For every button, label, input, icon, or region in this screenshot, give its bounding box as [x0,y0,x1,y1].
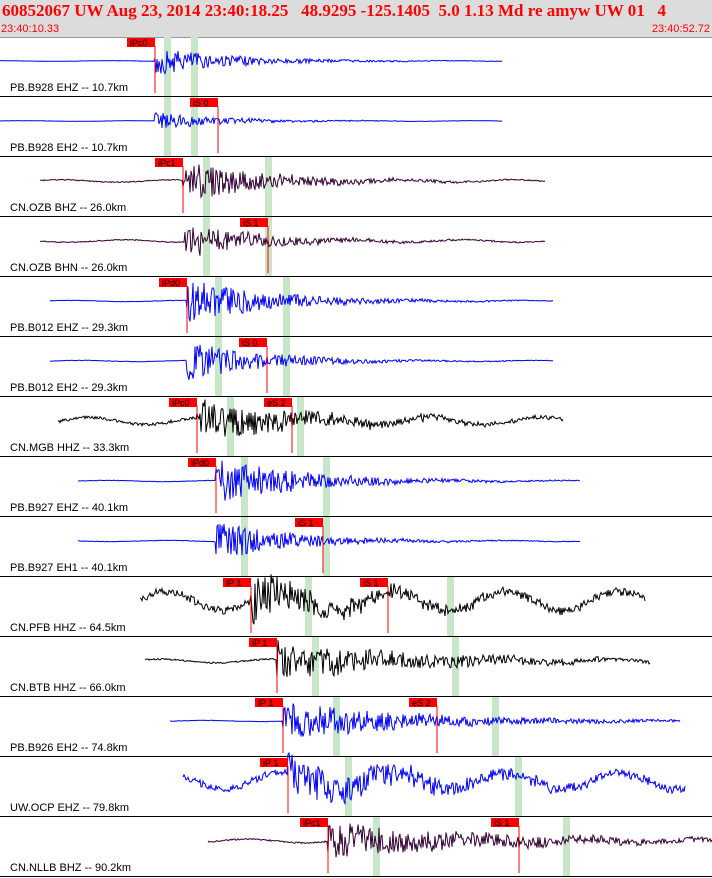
pick-flag [360,578,388,587]
station-label: CN.PFB HHZ -- 64.5km [10,622,126,634]
waveform-trace [0,51,502,75]
seismogram-panel[interactable]: iPc0 PB.B928 EHZ -- 10.7km iS 0 PB.B928 EH2… [0,37,712,878]
waveform-trace [49,344,553,380]
station-label: PB.B926 EH2 -- 74.8km [10,742,127,754]
waveform-trace [144,640,651,678]
time-start: 23:40:10.33 [1,23,60,35]
waveform-trace [39,164,546,199]
pick-label: iPc0 [130,38,148,48]
waveform-trace [39,227,546,256]
pick-flag [491,818,519,827]
pick-label: iS 0 [242,338,258,348]
pick-flag [155,158,183,167]
pick-label: iP 1 [226,578,241,588]
phase-window [283,337,290,397]
station-label: CN.BTB HHZ -- 66.0km [10,682,126,694]
pick-flag [190,98,218,107]
phase-window [515,757,522,817]
station-label: CN.NLLB BHZ -- 90.2km [10,862,131,874]
pick-label: eS 2 [267,398,286,408]
pick-flag [300,818,328,827]
station-label: UW.OCP EHZ -- 79.8km [10,802,129,814]
phase-window [191,97,198,157]
pick-label: iS 1 [243,218,259,228]
event-header: 60852067 UW Aug 23, 2014 23:40:18.25 48.… [0,0,712,38]
pick-flag [239,338,267,347]
pick-flag [264,398,292,407]
pick-flag [295,518,323,527]
pick-flag [255,698,283,707]
phase-window [283,277,290,337]
phase-window [312,637,319,697]
waveform-trace [207,823,712,858]
waveform-trace [170,703,681,737]
waveform-trace [77,460,581,501]
pick-label: iPd0 [191,458,209,468]
phase-window [323,517,330,577]
waveform-trace [0,112,503,129]
phase-window [241,517,248,577]
phase-window [492,697,499,757]
pick-flag [188,458,216,467]
phase-window [333,697,340,757]
phase-window [373,817,380,877]
phase-window [265,157,272,217]
station-label: CN.OZB BHN -- 26.0km [10,262,127,274]
phase-window [203,217,210,277]
pick-label: iP 1 [252,638,267,648]
pick-label: iPc0 [172,398,190,408]
phase-window [447,577,454,637]
pick-flag [249,638,277,647]
pick-flag [409,698,437,707]
pick-flag [223,578,251,587]
time-end: 23:40:52.72 [651,23,710,35]
pick-flag [127,38,155,47]
station-label: CN.OZB BHZ -- 26.0km [10,202,126,214]
phase-window [164,97,171,157]
phase-window [203,157,210,217]
phase-window [241,457,248,517]
station-label: PB.B928 EHZ -- 10.7km [10,82,128,94]
pick-label: iPc1 [158,158,176,168]
pick-flag [240,218,268,227]
waveform-trace [182,751,686,806]
phase-window [563,817,570,877]
pick-label: iP 1 [258,698,273,708]
pick-label: iS 1 [363,578,379,588]
phase-window [452,637,459,697]
pick-flag [169,398,197,407]
phase-window [191,37,198,97]
phase-window [305,577,312,637]
phase-window [297,397,304,457]
station-label: PB.B927 EH1 -- 40.1km [10,562,127,574]
event-title: 60852067 UW Aug 23, 2014 23:40:18.25 48.… [2,1,666,20]
station-label: PB.B012 EH2 -- 29.3km [10,382,127,394]
waveform-trace [77,523,581,556]
waveform-trace [49,282,554,322]
phase-window [164,37,171,97]
station-label: PB.B927 EHZ -- 40.1km [10,502,128,514]
phase-window [345,757,352,817]
pick-label: iPc1 [303,818,321,828]
pick-flag [159,278,187,287]
phase-window [227,397,234,457]
phase-window [215,337,222,397]
waveform-trace [57,399,564,437]
pick-flag [260,758,288,767]
pick-label: iS 1 [494,818,510,828]
pick-label: iS 1 [298,518,314,528]
waveform-trace [139,574,646,625]
station-label: PB.B928 EH2 -- 10.7km [10,142,127,154]
station-label: CN.MGB HHZ -- 33.3km [10,442,129,454]
pick-label: iS 0 [193,98,209,108]
station-label: PB.B012 EHZ -- 29.3km [10,322,128,334]
pick-label: eS 2 [412,698,431,708]
pick-label: iPd0 [162,278,180,288]
pick-label: iP 1 [263,758,278,768]
